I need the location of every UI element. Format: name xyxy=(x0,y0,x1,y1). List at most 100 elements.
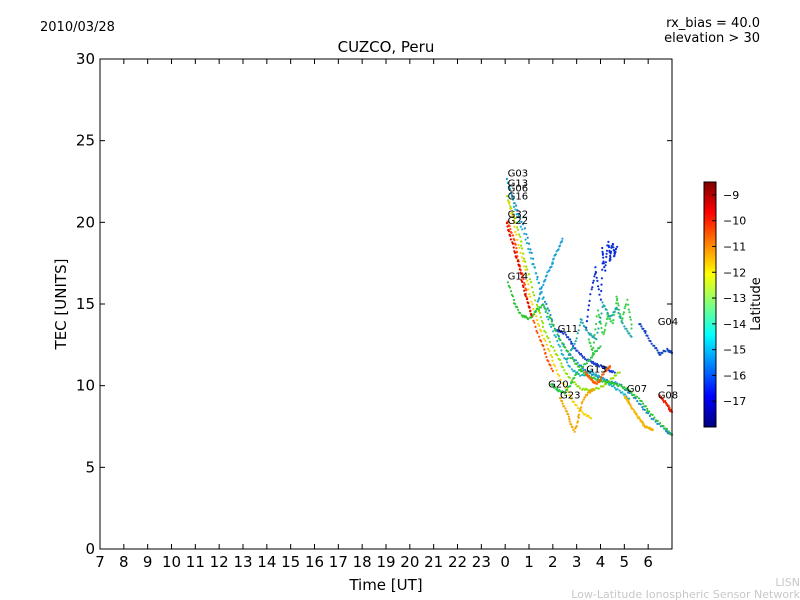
data-point xyxy=(613,386,616,389)
data-point xyxy=(613,310,616,313)
data-point xyxy=(610,245,613,248)
data-point xyxy=(511,197,515,201)
data-point xyxy=(552,346,555,349)
data-point xyxy=(595,338,598,341)
data-point xyxy=(524,268,527,271)
data-point xyxy=(604,324,607,327)
data-point xyxy=(531,303,534,306)
data-point xyxy=(536,275,539,279)
series-G32 xyxy=(506,220,554,373)
data-point xyxy=(640,325,643,328)
series-scint-cyan xyxy=(536,237,564,303)
data-point xyxy=(659,353,662,356)
data-point xyxy=(566,372,569,376)
data-point xyxy=(547,360,550,363)
data-point xyxy=(534,272,537,275)
data-point xyxy=(580,352,583,356)
data-point xyxy=(525,289,528,292)
data-point xyxy=(609,256,612,259)
colorbar-tick-label: −10 xyxy=(723,215,746,228)
data-point xyxy=(630,391,633,394)
data-point xyxy=(522,252,525,255)
data-point xyxy=(600,277,604,280)
data-point xyxy=(594,273,597,276)
data-point xyxy=(644,330,647,333)
data-point xyxy=(621,317,624,320)
data-point xyxy=(579,374,582,377)
data-point xyxy=(532,291,535,294)
data-point xyxy=(575,424,578,428)
data-point xyxy=(580,318,583,321)
data-point xyxy=(526,268,529,271)
colorbar-tick-label: −17 xyxy=(723,395,746,408)
data-point xyxy=(529,295,532,298)
x-tick-label: 17 xyxy=(329,553,348,571)
data-point xyxy=(564,331,567,334)
data-point xyxy=(524,260,527,263)
data-point xyxy=(646,410,649,413)
data-point xyxy=(552,324,555,327)
data-point xyxy=(538,335,541,338)
data-point xyxy=(541,297,544,300)
data-point xyxy=(607,246,611,249)
data-point xyxy=(514,217,517,220)
data-point xyxy=(550,325,553,328)
data-point xyxy=(566,388,569,391)
data-point xyxy=(597,387,600,390)
data-point xyxy=(637,402,641,405)
data-point xyxy=(645,411,648,414)
data-point xyxy=(557,335,561,338)
data-point xyxy=(512,246,515,249)
satellite-label: G32 xyxy=(508,209,528,220)
colorbar-tick-label: −12 xyxy=(723,266,746,279)
data-point xyxy=(628,332,631,335)
data-point xyxy=(550,367,553,370)
data-point xyxy=(639,403,642,406)
data-point xyxy=(510,212,513,215)
data-point xyxy=(599,378,602,382)
data-point xyxy=(608,317,612,320)
data-point xyxy=(506,181,509,184)
data-point xyxy=(553,334,556,337)
data-point xyxy=(592,376,596,379)
data-point xyxy=(592,279,595,282)
data-point xyxy=(523,283,527,286)
data-point xyxy=(520,276,524,279)
data-point xyxy=(527,247,530,250)
data-point xyxy=(626,387,629,390)
data-point xyxy=(509,238,512,241)
data-point xyxy=(632,409,636,412)
data-point xyxy=(542,304,545,307)
data-point xyxy=(596,331,599,334)
data-point xyxy=(550,320,553,323)
data-point xyxy=(660,395,663,398)
data-point xyxy=(658,351,661,354)
data-point xyxy=(564,346,567,349)
data-point xyxy=(576,349,579,352)
data-point xyxy=(642,402,645,405)
data-point xyxy=(521,274,525,277)
data-point xyxy=(589,345,593,348)
y-tick-label: 20 xyxy=(76,213,95,231)
data-point xyxy=(660,424,663,427)
data-point xyxy=(580,409,583,412)
data-point xyxy=(630,405,633,408)
data-point xyxy=(560,240,564,243)
data-point xyxy=(552,330,555,333)
data-point xyxy=(605,255,608,258)
data-point xyxy=(570,368,574,371)
data-point xyxy=(561,353,565,356)
data-point xyxy=(559,378,562,381)
data-point xyxy=(552,257,555,260)
data-point xyxy=(522,277,525,281)
data-point xyxy=(516,226,519,229)
x-tick-label: 14 xyxy=(257,553,276,571)
data-point xyxy=(584,358,587,361)
data-point xyxy=(532,319,535,322)
data-point xyxy=(596,279,599,282)
data-point xyxy=(619,383,622,386)
data-point xyxy=(567,390,570,393)
data-point xyxy=(651,428,655,431)
data-point xyxy=(567,415,571,418)
x-tick-label: 13 xyxy=(233,553,252,571)
